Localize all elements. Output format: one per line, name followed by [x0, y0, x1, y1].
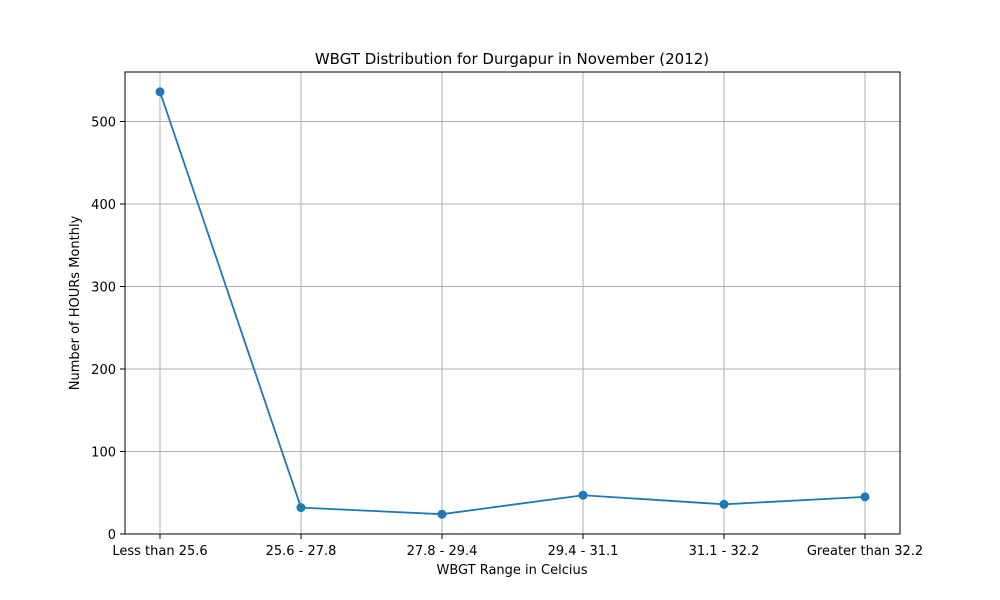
series-wbgt-hours — [155, 87, 870, 519]
data-point — [155, 87, 165, 97]
plot-frame — [124, 71, 901, 535]
x-tick-label: Less than 25.6 — [112, 544, 207, 559]
x-tick-label: Greater than 32.2 — [807, 544, 923, 559]
data-point — [437, 509, 447, 519]
x-tick-label: 27.8 - 29.4 — [407, 544, 478, 559]
y-tick-label: 500 — [91, 116, 116, 131]
axis-ticks: Less than 25.6 25.6 - 27.8 27.8 - 29.4 29.4… — [91, 116, 923, 560]
x-axis-label: WBGT Range in Celcius — [436, 563, 587, 578]
data-point — [296, 503, 306, 513]
y-tick-label: 400 — [91, 198, 116, 213]
data-point — [578, 490, 588, 500]
x-tick-label: 25.6 - 27.8 — [266, 544, 337, 559]
x-tick-label: 31.1 - 32.2 — [689, 544, 760, 559]
y-tick-label: 100 — [91, 446, 116, 461]
x-tick-label: 29.4 - 31.1 — [548, 544, 619, 559]
y-tick-label: 0 — [108, 528, 116, 543]
y-tick-label: 300 — [91, 281, 116, 296]
data-point — [860, 492, 870, 502]
chart-title: WBGT Distribution for Durgapur in Novemb… — [315, 50, 709, 68]
y-tick-label: 200 — [91, 363, 116, 378]
y-axis-label: Number of HOURs Monthly — [68, 215, 83, 390]
series-line — [159, 91, 866, 516]
grid-lines — [125, 72, 900, 535]
data-point — [719, 499, 729, 509]
